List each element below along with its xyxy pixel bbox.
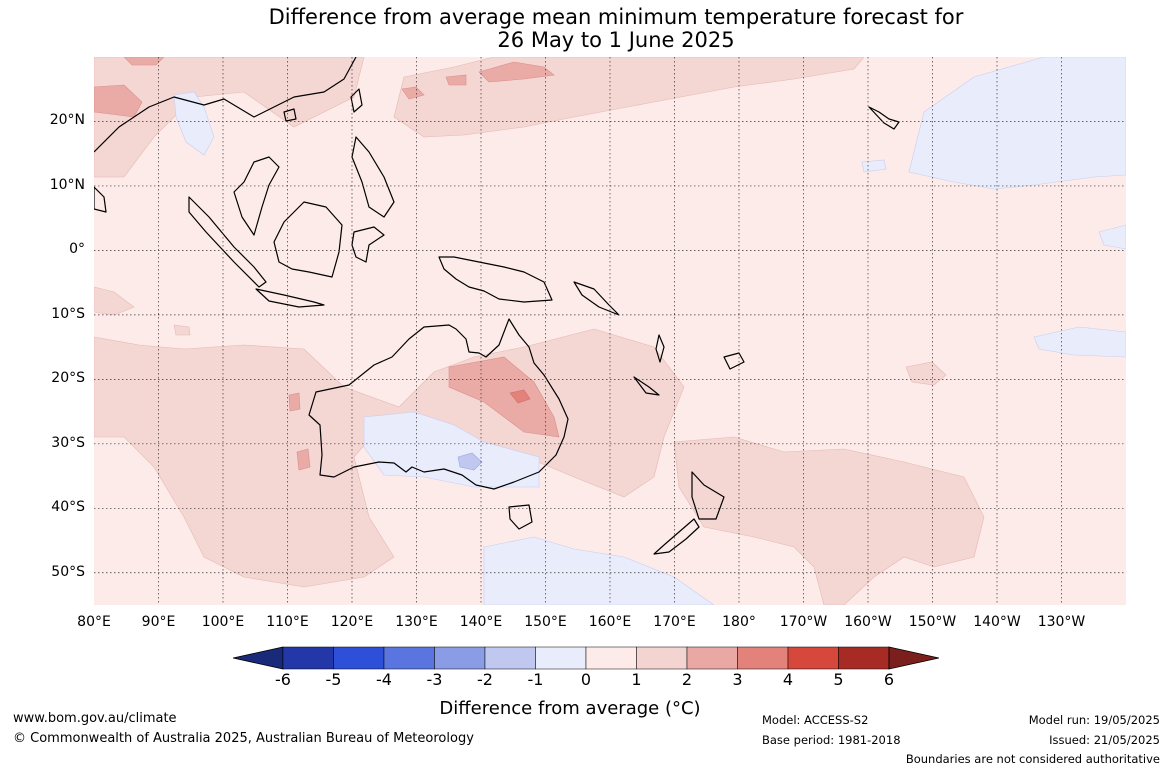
colorbar-segment	[484, 646, 536, 670]
colorbar-tick-neg2: -2	[477, 670, 493, 689]
colorbar-extend-low	[233, 646, 284, 670]
colorbar-tick-6: 6	[883, 670, 895, 689]
lon-label-110e: 110°E	[266, 614, 309, 630]
sri-lanka-coast	[94, 186, 107, 213]
lon-label-130w: 130°W	[1037, 614, 1086, 630]
lon-label-160e: 160°E	[588, 614, 632, 630]
disclaimer-text: Boundaries are not considered authoritat…	[905, 752, 1160, 766]
colorbar	[233, 646, 939, 670]
colorbar-segment	[333, 646, 385, 670]
colorbar-segment	[383, 646, 435, 670]
new-caledonia	[633, 376, 660, 396]
lon-label-180: 180°	[722, 614, 756, 630]
map-title-line-2: 26 May to 1 June 2025	[497, 28, 735, 52]
lon-label-150w: 150°W	[908, 614, 957, 630]
fiji	[723, 352, 745, 370]
lon-label-100e: 100°E	[201, 614, 245, 630]
colorbar-segment	[585, 646, 637, 670]
base-period-text: Base period: 1981-2018	[762, 733, 901, 747]
colorbar-tick-5: 5	[833, 670, 844, 689]
anomaly-band-neg1-to-0	[173, 57, 1126, 605]
philippines-coast	[351, 136, 395, 218]
coastlines	[94, 57, 900, 555]
anomaly-band-2-to-3	[94, 57, 560, 471]
mainland-asia-coast	[94, 57, 357, 236]
lon-label-170w: 170°W	[779, 614, 828, 630]
colorbar-segment	[282, 646, 334, 670]
lat-label-20n: 20°N	[49, 112, 85, 128]
lon-label-130e: 130°E	[395, 614, 438, 630]
lon-label-90e: 90°E	[141, 614, 176, 630]
colorbar-tick-1: 1	[631, 670, 642, 689]
colorbar-segment	[737, 646, 789, 670]
sumatra-coast	[188, 196, 267, 288]
map-title-line-1: Difference from average mean minimum tem…	[268, 5, 964, 29]
colorbar-label: Difference from average (°C)	[439, 698, 701, 719]
tasmania-coast	[508, 504, 533, 530]
lat-label-40s: 40°S	[51, 499, 85, 515]
lon-label-150e: 150°E	[524, 614, 567, 630]
lon-label-160w: 160°W	[844, 614, 892, 630]
new-zealand-north-coast	[691, 471, 725, 520]
colorbar-segment	[838, 646, 890, 670]
colorbar-tick-4: 4	[782, 670, 794, 689]
java-coast	[255, 288, 325, 308]
lon-label-140w: 140°W	[973, 614, 1021, 630]
new-zealand-south-coast	[653, 518, 700, 555]
new-guinea-coast	[438, 256, 553, 303]
lat-label-0: 0°	[69, 241, 85, 257]
borneo-coast	[273, 201, 343, 278]
lon-label-120e: 120°E	[330, 614, 374, 630]
colorbar-segment	[636, 646, 688, 670]
model-run-text: Model run: 19/05/2025	[1028, 713, 1160, 727]
sulawesi-coast	[351, 226, 385, 263]
lat-label-10n: 10°N	[49, 177, 85, 193]
lat-label-50s: 50°S	[51, 564, 85, 580]
colorbar-tick-0: 0	[580, 670, 592, 689]
colorbar-segment	[535, 646, 587, 670]
issued-text: Issued: 21/05/2025	[1049, 733, 1160, 747]
colorbar-tick-2: 2	[681, 670, 693, 689]
map-gridlines	[94, 57, 1126, 605]
taiwan-coast	[350, 88, 363, 113]
colorbar-segment	[686, 646, 738, 670]
colorbar-tick-3: 3	[732, 670, 743, 689]
hainan-coast	[283, 108, 297, 122]
lat-label-10s: 10°S	[51, 306, 85, 322]
colorbar-tick-neg6: -6	[275, 670, 291, 689]
anomaly-map	[94, 57, 1126, 605]
colorbar-tick-neg1: -1	[527, 670, 544, 689]
lat-label-30s: 30°S	[51, 435, 85, 451]
lon-label-170e: 170°E	[653, 614, 696, 630]
colorbar-tick-neg3: -3	[426, 670, 443, 689]
colorbar-extend-high	[888, 646, 939, 670]
lon-label-80e: 80°E	[77, 614, 111, 630]
model-text: Model: ACCESS-S2	[762, 713, 869, 727]
colorbar-tick-neg5: -5	[325, 670, 342, 689]
anomaly-band-3-to-4	[509, 389, 531, 404]
lat-label-20s: 20°S	[51, 370, 85, 386]
hawaii	[868, 106, 900, 130]
australia-coast	[308, 318, 569, 490]
colorbar-segment	[434, 646, 486, 670]
website-text: www.bom.gov.au/climate	[13, 711, 177, 726]
vanuatu	[655, 334, 665, 363]
copyright-text: © Commonwealth of Australia 2025, Austra…	[13, 731, 474, 746]
colorbar-tick-neg4: -4	[376, 670, 392, 689]
anomaly-band-neg2-to-neg1	[457, 452, 483, 471]
lon-label-140e: 140°E	[459, 614, 503, 630]
colorbar-segment	[787, 646, 839, 670]
